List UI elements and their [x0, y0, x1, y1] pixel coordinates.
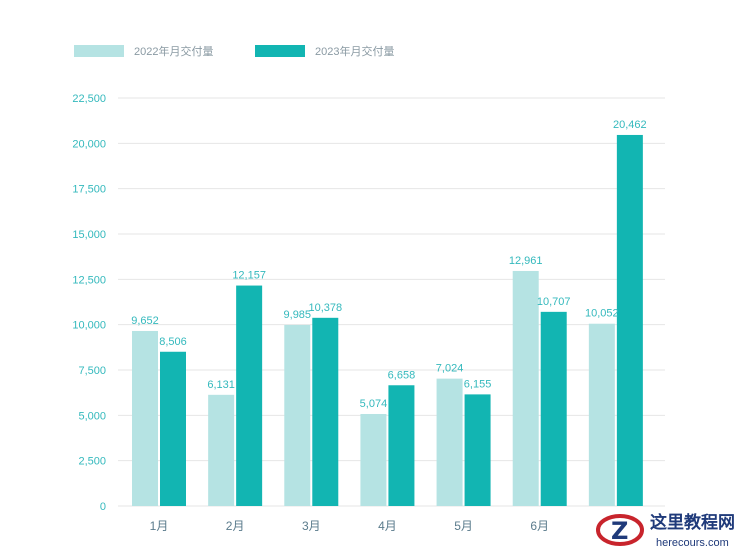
bar-2022 [588, 323, 615, 506]
legend: 2022年月交付量 2023年月交付量 [74, 44, 394, 58]
y-tick-label: 12,500 [72, 274, 106, 286]
bar-2023 [616, 134, 643, 506]
bar-2023 [464, 394, 491, 506]
data-label: 5,074 [360, 398, 388, 410]
y-tick-label: 17,500 [72, 184, 106, 196]
data-label: 6,658 [388, 369, 416, 381]
bar-2023 [540, 311, 567, 506]
x-tick-label: 2月 [226, 519, 245, 533]
data-label: 12,961 [509, 255, 543, 267]
data-label: 10,052 [585, 308, 619, 320]
y-tick-label: 2,500 [78, 456, 106, 468]
data-label: 7,024 [436, 363, 464, 375]
bar-2023 [236, 285, 263, 506]
bars [132, 134, 643, 506]
bar-2022 [436, 378, 463, 506]
x-tick-label: 5月 [454, 519, 473, 533]
data-label: 8,506 [159, 336, 187, 348]
data-label: 6,131 [207, 379, 235, 391]
bar-2023 [160, 351, 186, 506]
data-label: 12,157 [232, 270, 266, 282]
x-tick-label: 4月 [378, 519, 397, 533]
bar-2023 [388, 385, 415, 506]
bar-2022 [360, 413, 387, 506]
y-tick-label: 22,500 [72, 93, 106, 105]
y-tick-label: 20,000 [72, 138, 106, 150]
x-tick-label: 1月 [150, 519, 169, 533]
bar-2023 [312, 317, 339, 506]
bar-2022 [208, 394, 235, 506]
legend-swatch [255, 45, 305, 57]
data-label: 9,652 [131, 315, 159, 327]
data-label: 9,985 [284, 309, 312, 321]
y-axis: 0 2,500 5,000 7,500 10,000 12,500 15,000 17,500… [72, 93, 106, 513]
watermark-logo-ring [596, 514, 644, 546]
watermark-logo-letter: Z [611, 517, 628, 545]
data-label: 10,707 [537, 296, 571, 308]
watermark-subtitle: herecours.com [656, 537, 729, 549]
data-label: 10,378 [308, 302, 342, 314]
data-label: 6,155 [464, 378, 492, 390]
data-label: 20,462 [613, 119, 647, 131]
legend-label: 2022年月交付量 [134, 44, 213, 58]
y-tick-label: 15,000 [72, 229, 106, 241]
y-tick-label: 5,000 [78, 410, 106, 422]
y-tick-label: 7,500 [78, 365, 106, 377]
bar-2022 [512, 270, 539, 506]
watermark: Z 这里教程网 herecours.com [596, 512, 735, 549]
legend-swatch [74, 45, 124, 57]
x-axis: 1月 2月 3月 4月 5月 6月 [150, 519, 549, 533]
bar-2022 [132, 330, 158, 506]
x-tick-label: 3月 [302, 519, 321, 533]
watermark-title: 这里教程网 [650, 512, 735, 533]
y-tick-label: 10,000 [72, 320, 106, 332]
legend-label: 2023年月交付量 [315, 44, 394, 58]
y-tick-label: 0 [100, 501, 106, 513]
x-tick-label: 6月 [530, 519, 549, 533]
bar-2022 [284, 324, 311, 506]
